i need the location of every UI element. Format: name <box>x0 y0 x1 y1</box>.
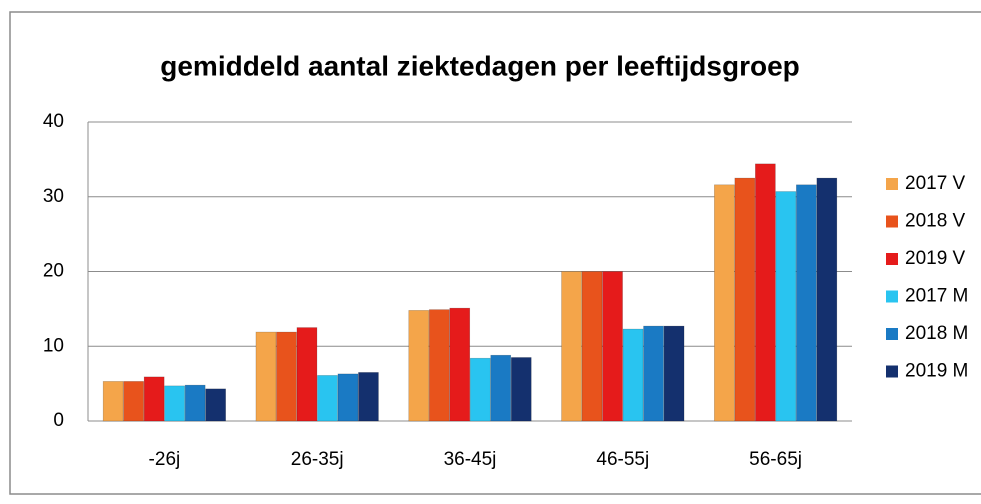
bar <box>317 375 338 422</box>
bar <box>428 309 450 422</box>
bar <box>184 384 206 422</box>
legend-swatch <box>886 215 898 228</box>
bar <box>143 376 165 422</box>
y-tick-label: 30 <box>43 186 64 207</box>
bar <box>337 373 359 422</box>
bar <box>276 331 297 422</box>
bar <box>164 385 185 422</box>
bar <box>408 310 430 422</box>
x-tick-label: 46-55j <box>596 449 649 470</box>
bar <box>102 381 124 422</box>
bar <box>205 388 226 422</box>
bar <box>581 271 603 422</box>
bar <box>734 177 756 422</box>
bar <box>714 184 735 422</box>
bar <box>510 357 532 422</box>
bar <box>622 328 644 422</box>
legend-swatch <box>886 328 898 340</box>
bar <box>816 177 838 422</box>
chart-title: gemiddeld aantal ziektedagen per leeftij… <box>160 50 800 81</box>
y-tick-label: 40 <box>43 111 64 132</box>
bar <box>755 163 776 422</box>
x-tick-label: -26j <box>149 449 181 470</box>
y-tick-label: 20 <box>43 261 64 282</box>
legend-swatch <box>886 253 898 265</box>
bar <box>449 307 471 422</box>
bar <box>561 271 582 422</box>
y-tick-label: 0 <box>53 410 64 431</box>
legend-swatch <box>886 178 898 190</box>
legend-label: 2017 M <box>905 286 968 307</box>
x-tick-label: 36-45j <box>444 449 497 470</box>
legend-label: 2019 V <box>905 248 966 269</box>
bar <box>643 325 664 422</box>
legend-swatch <box>886 290 898 303</box>
legend-swatch <box>886 365 898 378</box>
x-tick-label: 26-35j <box>291 449 344 470</box>
bar <box>602 271 623 422</box>
bar <box>469 357 491 422</box>
bar <box>796 184 817 422</box>
legend-label: 2018 M <box>905 323 968 344</box>
bar <box>490 354 512 422</box>
legend-label: 2019 M <box>905 361 968 382</box>
bar <box>123 381 144 422</box>
legend-label: 2017 V <box>905 173 966 194</box>
bar <box>358 372 379 422</box>
legend-label: 2018 V <box>905 211 966 232</box>
bar <box>255 331 277 422</box>
x-tick-label: 56-65j <box>749 449 802 470</box>
bar <box>775 191 797 422</box>
bar <box>296 327 318 422</box>
bar <box>663 325 685 422</box>
y-tick-label: 10 <box>43 335 64 356</box>
